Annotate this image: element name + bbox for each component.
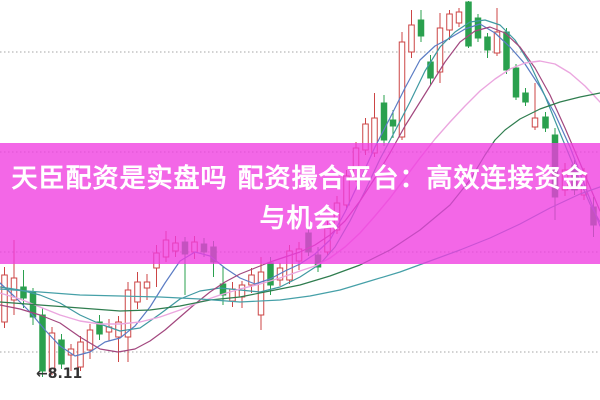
candle-body — [96, 321, 103, 335]
candle-body — [238, 284, 246, 298]
candle-body — [503, 31, 510, 71]
candle-body — [20, 286, 27, 299]
candle-body — [134, 281, 141, 303]
candle-body — [1, 274, 8, 323]
candle-body — [86, 329, 94, 351]
candle-body — [436, 27, 444, 73]
candle-body — [531, 117, 539, 128]
candle-body — [408, 24, 415, 53]
low-price-annotation: ←8.11 — [36, 366, 83, 382]
candle-body — [493, 31, 501, 54]
candle-body — [39, 314, 46, 372]
candle-body — [58, 339, 65, 365]
candle-body — [474, 17, 482, 39]
candle-body — [380, 102, 388, 141]
candle-body — [48, 332, 56, 373]
candle-body — [512, 67, 520, 98]
candle-body — [522, 92, 529, 103]
ma-line-ma5 — [0, 23, 600, 357]
candle-body — [455, 11, 463, 24]
candle-body — [124, 289, 132, 338]
candle-body — [542, 116, 549, 129]
candle-body — [389, 119, 397, 127]
candle-body — [484, 36, 491, 51]
headline-banner: 天臣配资是实盘吗 配资撮合平台：高效连接资金 与机会 — [0, 143, 600, 264]
headline-line-1: 天臣配资是实盘吗 配资撮合平台：高效连接资金 — [11, 164, 589, 194]
candle-body — [417, 19, 425, 37]
headline-line-2: 与机会 — [259, 204, 341, 234]
candle-body — [143, 281, 151, 289]
candle-body — [248, 274, 255, 286]
candle-body — [465, 1, 472, 47]
candle-body — [446, 13, 453, 31]
